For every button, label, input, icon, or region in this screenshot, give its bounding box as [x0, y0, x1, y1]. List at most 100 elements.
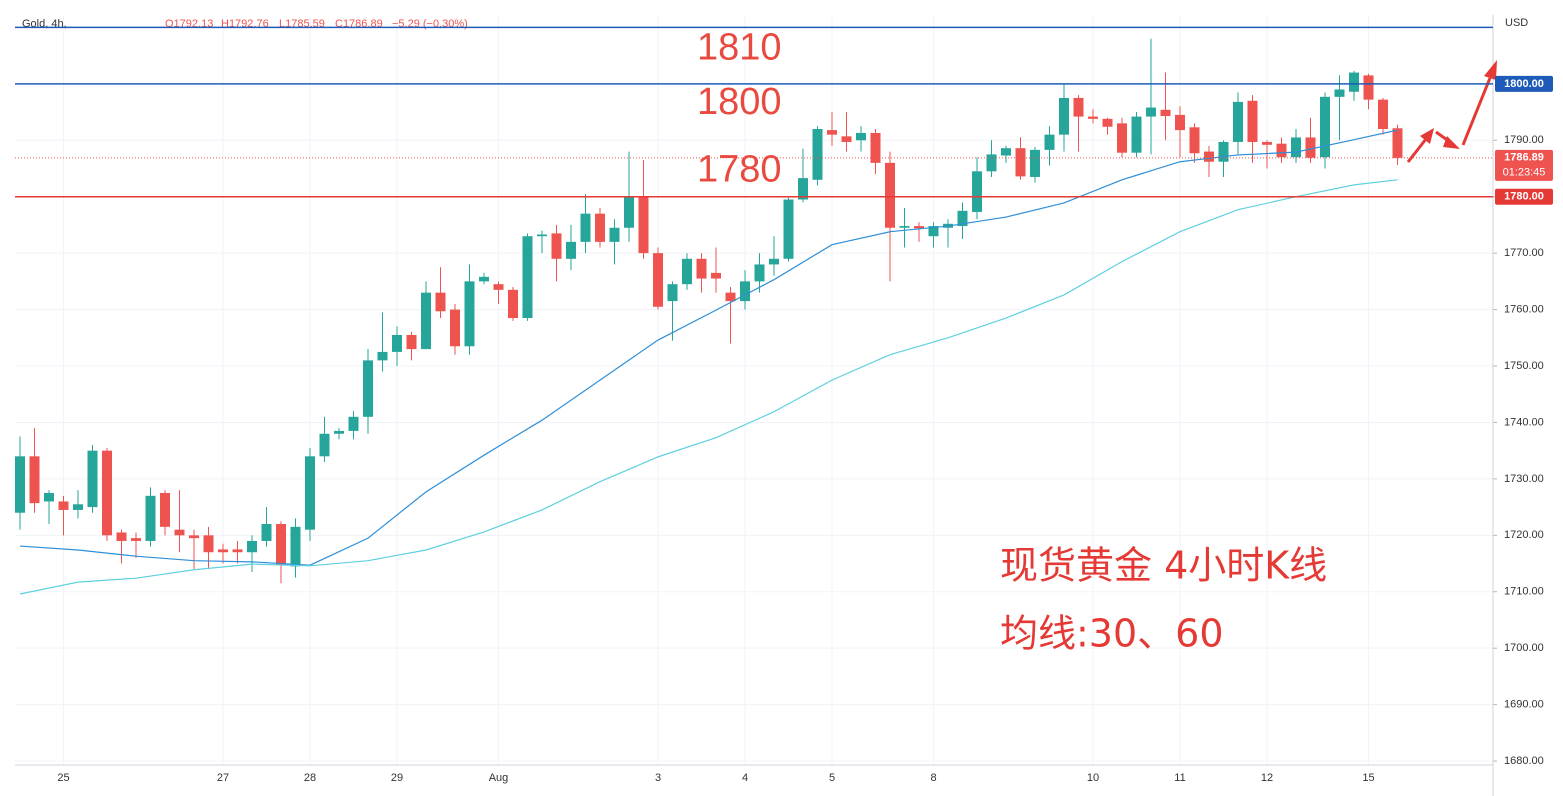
last-price-box	[1495, 149, 1553, 181]
candle-body	[1102, 118, 1113, 127]
plot	[15, 38, 1403, 595]
candle-body	[957, 210, 968, 227]
candle-body	[1320, 96, 1330, 158]
arrow-head	[1443, 136, 1460, 149]
overlay: 1680.00 1690.00 1700.00 1710.00 1720.00 1730.…	[15, 26, 1553, 784]
x-tick-label: 5	[829, 772, 835, 784]
y-tick-label: 1700.00	[1504, 642, 1544, 654]
candle-body	[928, 226, 939, 237]
candle-body	[1059, 97, 1069, 135]
candle-body	[1088, 116, 1098, 119]
x-tick-label: 10	[1087, 772, 1099, 784]
candle-body	[363, 360, 373, 417]
price-box	[1495, 188, 1553, 205]
level-label: 1810	[697, 26, 782, 68]
candle-body	[479, 276, 489, 282]
candle-body	[1334, 89, 1345, 97]
candle-body	[537, 234, 547, 237]
candle-body	[595, 213, 605, 242]
candle-body	[580, 213, 591, 242]
candle-body	[856, 132, 866, 141]
candle-body	[305, 456, 315, 530]
price-box-label: 1780.00	[1504, 191, 1544, 203]
x-tick-label: 15	[1362, 772, 1374, 784]
y-tick-label: 1680.00	[1504, 755, 1544, 767]
candle-body	[740, 281, 750, 302]
candle-body	[435, 292, 446, 312]
annotation: 均线:30、60	[1000, 612, 1224, 656]
x-tick-label: 3	[655, 772, 661, 784]
candle-body	[15, 456, 25, 513]
candle-body	[1276, 143, 1287, 158]
candle-body	[551, 233, 562, 259]
candle-body	[406, 334, 417, 350]
x-tick-label: 8	[930, 772, 936, 784]
candle-body	[189, 535, 199, 539]
y-tick-label: 1790.00	[1504, 134, 1544, 146]
candle-body	[812, 128, 823, 180]
candle-body	[232, 549, 243, 553]
candle-body	[754, 264, 765, 282]
candle-body	[667, 284, 678, 302]
arrow	[1406, 138, 1428, 163]
candle-body	[1363, 75, 1374, 100]
grid	[15, 15, 1497, 765]
arrow	[1461, 77, 1492, 146]
candle-body	[493, 284, 504, 290]
candle-body	[769, 258, 779, 265]
price-box-label: 1800.00	[1504, 78, 1544, 90]
candle-body	[1233, 101, 1243, 142]
candle-body	[261, 524, 272, 541]
candle-body	[421, 292, 431, 350]
candle-body	[609, 227, 620, 242]
level-label: 1780	[697, 149, 782, 191]
candle-body	[885, 162, 895, 228]
x-tick-label: 4	[742, 772, 748, 784]
candle-body	[696, 258, 707, 279]
y-tick-label: 1770.00	[1504, 247, 1544, 259]
candle-body	[203, 535, 214, 553]
last-price-label: 1786.89	[1504, 152, 1544, 164]
candle-body	[1218, 141, 1229, 162]
candle-body	[798, 178, 808, 200]
arrow-head	[1420, 128, 1434, 144]
candle-body	[392, 334, 402, 352]
candle-body	[1291, 137, 1301, 158]
candle-body	[1044, 134, 1055, 150]
arrows	[1406, 60, 1497, 163]
x-tick-label: 29	[391, 772, 403, 784]
candle-body	[1160, 109, 1171, 117]
candle-body	[653, 253, 663, 307]
x-tick-label: 25	[57, 772, 69, 784]
candle-body	[1349, 72, 1359, 92]
candle-body	[899, 226, 910, 228]
y-tick-label: 1730.00	[1504, 473, 1544, 485]
x-tick-label: 12	[1261, 772, 1273, 784]
candle-body	[58, 501, 69, 510]
candle-body	[508, 289, 518, 319]
candle-body	[1001, 148, 1011, 156]
currency: USD	[1505, 17, 1528, 29]
y-tick-label: 1720.00	[1504, 529, 1544, 541]
level-label: 1800	[697, 81, 782, 123]
x-tick-label: 28	[304, 772, 316, 784]
candle-body	[725, 292, 736, 302]
candle-body	[566, 241, 576, 259]
y-tick-label: 1760.00	[1504, 303, 1544, 315]
candle-body	[870, 132, 881, 163]
candle-body	[276, 524, 286, 566]
candle-body	[102, 450, 112, 536]
candle-body	[711, 272, 721, 279]
candle-body	[464, 281, 475, 347]
candle-body	[1262, 141, 1272, 145]
candle-body	[319, 433, 330, 457]
candle-body	[334, 430, 344, 434]
candle-body	[986, 154, 997, 172]
candle-body	[174, 529, 185, 536]
candle-body	[638, 196, 649, 254]
candle-body	[377, 351, 388, 361]
x-tick-label: 11	[1174, 772, 1185, 784]
candle-body	[160, 492, 170, 527]
